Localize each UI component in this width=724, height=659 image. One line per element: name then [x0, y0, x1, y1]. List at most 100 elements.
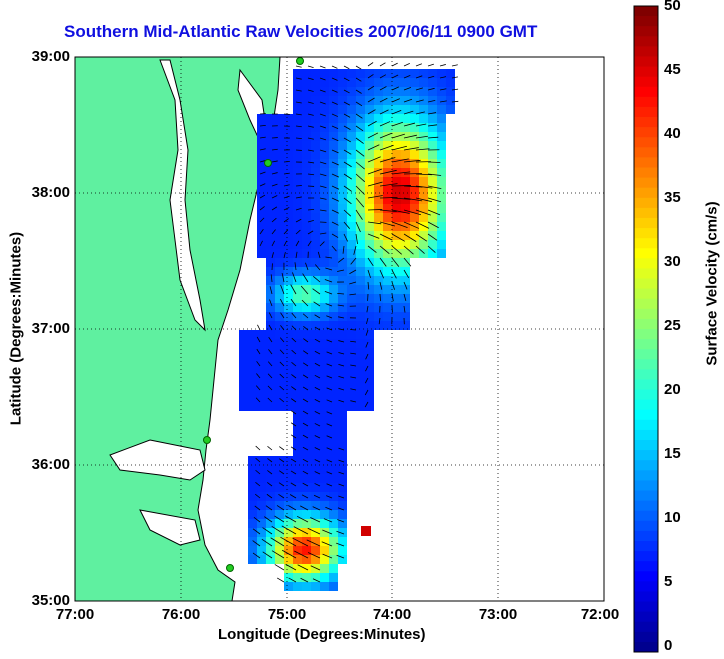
velocity-arrow — [331, 209, 339, 214]
velocity-cell — [302, 492, 311, 501]
velocity-arrow — [338, 387, 345, 391]
velocity-arrow — [256, 373, 261, 379]
velocity-cell — [311, 501, 320, 510]
velocity-cell — [311, 69, 320, 78]
velocity-cell — [437, 105, 446, 114]
velocity-cell — [374, 159, 383, 168]
colorbar-segment — [634, 621, 658, 633]
velocity-cell — [293, 267, 302, 276]
velocity-cell — [383, 204, 392, 213]
velocity-cell — [347, 285, 356, 294]
velocity-cell — [284, 519, 293, 528]
velocity-cell — [302, 69, 311, 78]
velocity-arrow — [303, 338, 309, 343]
velocity-cell — [329, 402, 338, 411]
velocity-cell — [266, 312, 275, 321]
velocity-cell — [248, 537, 257, 546]
velocity-cell — [329, 393, 338, 402]
velocity-arrow — [326, 363, 333, 367]
velocity-cell — [257, 537, 266, 546]
velocity-cell — [293, 222, 302, 231]
velocity-arrow — [306, 539, 321, 547]
velocity-arrow — [295, 196, 302, 199]
colorbar-segment — [634, 228, 658, 239]
velocity-arrow — [253, 517, 261, 523]
velocity-cell — [293, 411, 302, 420]
colorbar-segment — [634, 520, 658, 532]
velocity-cell — [410, 132, 419, 141]
velocity-cell — [347, 150, 356, 159]
velocity-cell — [365, 294, 374, 303]
velocity-cell — [356, 159, 365, 168]
velocity-cell — [293, 177, 302, 186]
velocity-arrow — [295, 137, 302, 140]
velocity-arrow — [367, 85, 375, 91]
velocity-cell — [293, 285, 302, 294]
colorbar-tick: 35 — [664, 189, 681, 206]
velocity-arrow — [295, 65, 302, 68]
velocity-cell — [248, 528, 257, 537]
velocity-arrow — [302, 374, 309, 379]
velocity-cell — [374, 78, 383, 87]
velocity-arrow — [338, 471, 345, 475]
velocity-cell — [284, 348, 293, 357]
velocity-arrow — [391, 62, 398, 67]
velocity-cell — [365, 69, 374, 78]
velocity-cell — [338, 195, 347, 204]
velocity-cell — [437, 213, 446, 222]
velocity-cell — [293, 393, 302, 402]
chart-title: Southern Mid-Atlantic Raw Velocities 200… — [64, 22, 538, 41]
velocity-cell — [338, 123, 347, 132]
velocity-arrow — [379, 97, 388, 103]
velocity-arrow — [391, 158, 409, 163]
colorbar-segment — [634, 460, 658, 471]
velocity-cell — [302, 537, 311, 546]
velocity-arrow — [284, 515, 297, 523]
velocity-arrow — [319, 185, 327, 188]
x-tick-label: 72:00 — [580, 606, 620, 623]
velocity-cell — [320, 492, 329, 501]
velocity-arrow — [326, 351, 333, 355]
colorbar-segment — [634, 571, 658, 582]
velocity-cell — [419, 150, 428, 159]
velocity-cell — [266, 240, 275, 249]
velocity-cell — [329, 546, 338, 555]
velocity-cell — [284, 474, 293, 483]
velocity-cell — [356, 213, 365, 222]
velocity-arrow — [415, 233, 428, 242]
velocity-cell — [383, 294, 392, 303]
velocity-cell — [329, 474, 338, 483]
velocity-cell — [257, 555, 266, 564]
velocity-arrow — [288, 577, 297, 583]
velocity-arrow — [331, 149, 339, 154]
velocity-cell — [302, 501, 311, 510]
velocity-arrow — [254, 493, 261, 499]
velocity-cell — [392, 267, 401, 276]
velocity-cell — [311, 240, 320, 249]
velocity-arrow — [296, 515, 309, 523]
velocity-cell — [437, 78, 446, 87]
velocity-arrow — [267, 385, 273, 391]
velocity-cell — [374, 132, 383, 141]
velocity-cell — [356, 168, 365, 177]
colorbar-segment — [634, 470, 658, 481]
velocity-cell — [257, 330, 266, 339]
velocity-cell — [257, 402, 266, 411]
plot-frame — [74, 56, 605, 602]
velocity-cell — [392, 303, 401, 312]
velocity-arrow — [326, 375, 333, 379]
velocity-cell — [347, 132, 356, 141]
velocity-cell — [329, 582, 338, 591]
velocity-arrow — [313, 494, 321, 499]
velocity-cell — [284, 231, 293, 240]
velocity-cell — [356, 240, 365, 249]
velocity-arrow — [319, 125, 326, 129]
velocity-arrow — [355, 65, 362, 70]
velocity-cell — [293, 213, 302, 222]
velocity-cell — [275, 258, 284, 267]
velocity-arrow — [279, 373, 285, 379]
velocity-cell — [329, 510, 338, 519]
velocity-arrow — [343, 185, 352, 192]
velocity-arrow — [310, 517, 321, 523]
velocity-cell — [347, 384, 356, 393]
